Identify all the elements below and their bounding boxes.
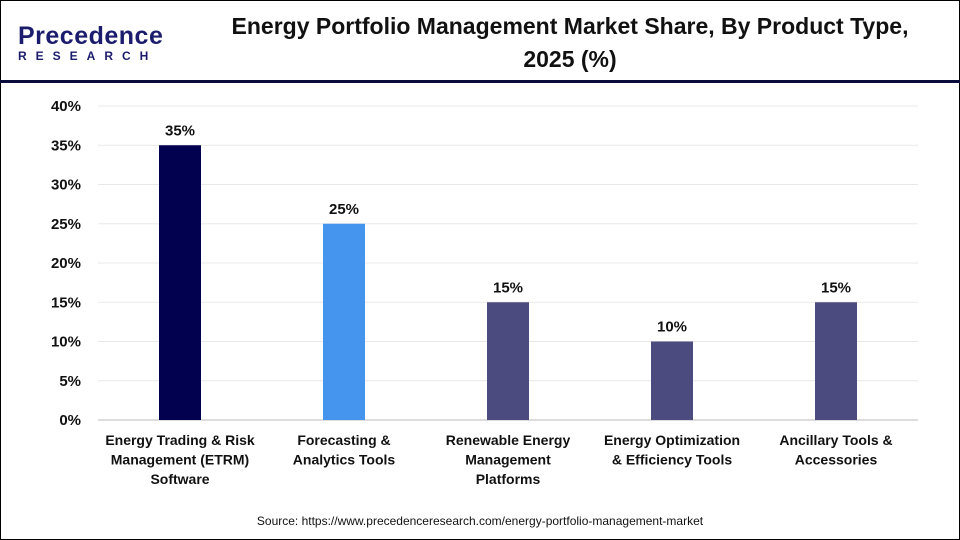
logo-line2: RESEARCH xyxy=(18,49,158,63)
x-category-label: Management xyxy=(465,452,551,468)
x-category-label: Accessories xyxy=(795,452,878,468)
y-tick-label: 5% xyxy=(59,373,81,390)
y-tick-label: 10% xyxy=(51,334,81,351)
bar xyxy=(651,341,693,420)
data-label: 15% xyxy=(493,279,523,296)
x-category-label: Forecasting & xyxy=(297,432,390,448)
x-category-label: & Efficiency Tools xyxy=(612,452,733,468)
x-category-label: Ancillary Tools & xyxy=(779,432,892,448)
x-category-label: Energy Optimization xyxy=(604,432,740,448)
data-label: 10% xyxy=(657,319,687,336)
x-category-label: Energy Trading & Risk xyxy=(105,432,255,448)
x-category-label: Management (ETRM) xyxy=(111,452,249,468)
x-category-label: Software xyxy=(150,471,209,487)
x-category-label: Platforms xyxy=(476,471,541,487)
chart-title: Energy Portfolio Management Market Share… xyxy=(231,13,909,72)
y-tick-label: 20% xyxy=(51,255,81,272)
precedence-research-logo: Precedence RESEARCH xyxy=(18,22,163,63)
data-label: 35% xyxy=(165,122,195,139)
bar xyxy=(487,302,529,420)
y-tick-label: 15% xyxy=(51,294,81,311)
source-note: Source: https://www.precedenceresearch.c… xyxy=(256,514,704,528)
bar xyxy=(815,302,857,420)
header-divider xyxy=(0,80,960,83)
x-category-label: Analytics Tools xyxy=(293,452,396,468)
data-label: 25% xyxy=(329,201,359,218)
bar xyxy=(323,223,365,420)
bar xyxy=(159,145,201,420)
y-tick-label: 30% xyxy=(51,177,81,194)
logo-line1: Precedence xyxy=(18,22,164,50)
y-tick-label: 40% xyxy=(51,98,81,115)
y-tick-label: 25% xyxy=(51,216,81,233)
y-tick-label: 0% xyxy=(59,412,81,429)
data-label: 15% xyxy=(821,279,851,296)
y-tick-label: 35% xyxy=(51,137,81,154)
x-category-label: Renewable Energy xyxy=(446,432,571,448)
